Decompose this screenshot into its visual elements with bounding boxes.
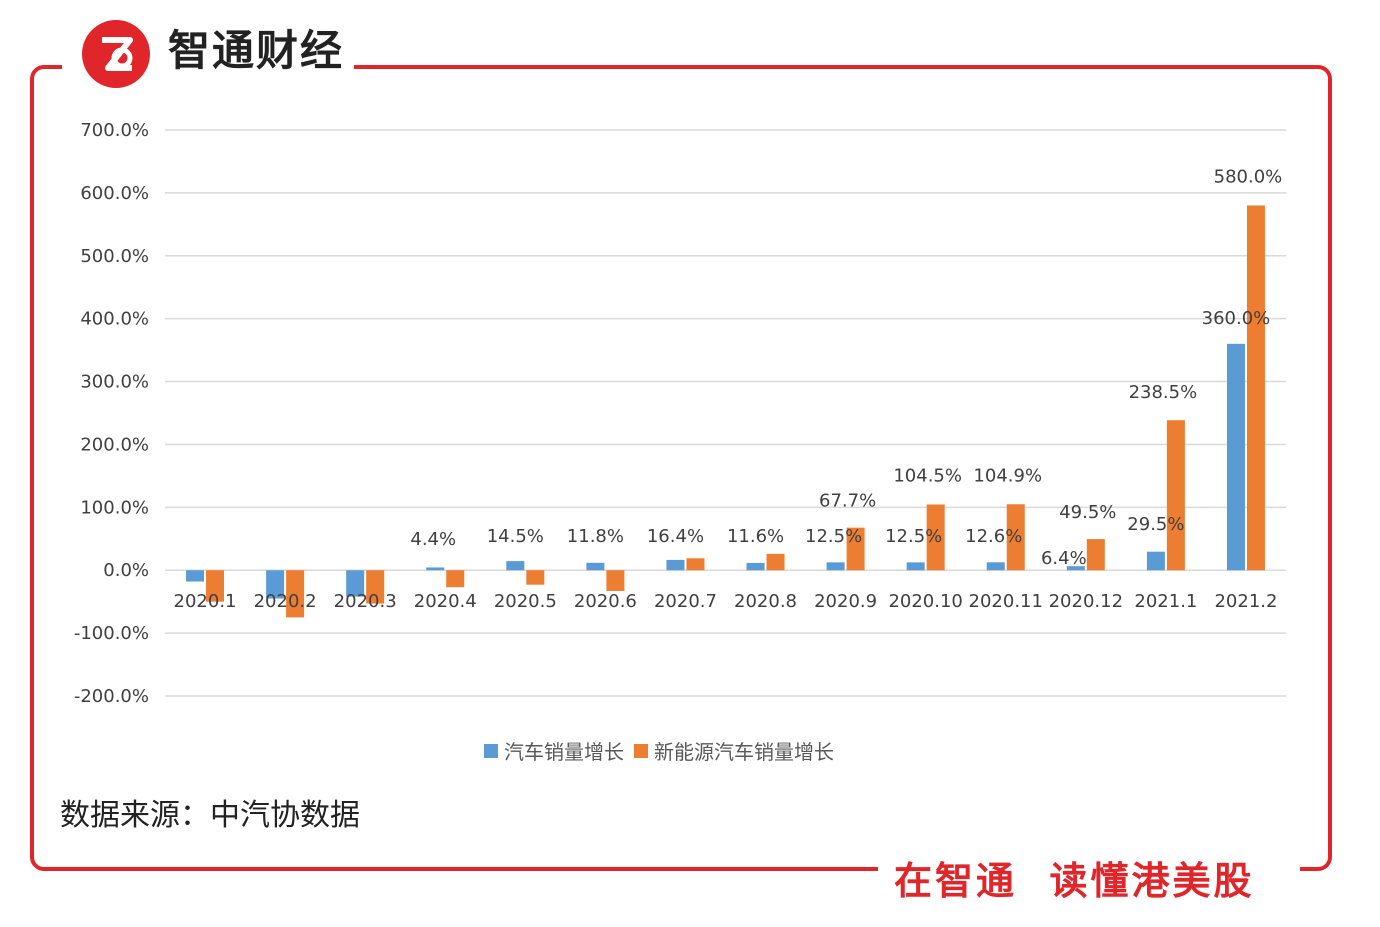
data-label-auto-sales: 14.5% [487, 526, 544, 547]
x-tick-label: 2020.7 [654, 591, 717, 612]
legend-swatch [484, 743, 498, 758]
chart-legend: 汽车销量增长 新能源汽车销量增长 [484, 736, 844, 765]
x-tick-label: 2020.4 [414, 591, 477, 612]
x-tick-label: 2021.2 [1214, 591, 1277, 612]
legend-item-auto-sales: 汽车销量增长 [484, 736, 624, 765]
data-label-nev-sales: 238.5% [1129, 382, 1198, 403]
bar-nev-sales [526, 570, 545, 585]
bar-nev-sales [766, 553, 785, 571]
data-label-auto-sales: 29.5% [1127, 514, 1184, 535]
data-label-nev-sales: 104.9% [973, 465, 1042, 486]
y-tick-label: 300.0% [80, 372, 149, 393]
bar-auto-sales [666, 559, 685, 571]
data-label-auto-sales: 11.8% [567, 526, 624, 547]
legend-swatch [634, 743, 648, 758]
bar-nev-sales [1166, 420, 1185, 571]
data-label-nev-sales: 580.0% [1214, 166, 1283, 187]
data-label-auto-sales: 12.5% [885, 526, 942, 547]
data-label-auto-sales: 4.4% [410, 529, 456, 550]
legend-label: 汽车销量增长 [504, 740, 624, 764]
bar-nev-sales [1006, 504, 1025, 571]
x-tick-label: 2020.6 [574, 591, 637, 612]
data-label-nev-sales: 67.7% [819, 491, 876, 512]
legend-item-nev-sales: 新能源汽车销量增长 [634, 736, 834, 765]
x-tick-label: 2020.5 [494, 591, 557, 612]
bar-nev-sales [1086, 539, 1105, 571]
frame-gap [878, 858, 1300, 884]
brand-slogan: 在智通 读懂港美股 [894, 859, 1255, 903]
x-tick-label: 2020.2 [254, 591, 317, 612]
brand-logo-icon [82, 20, 150, 88]
bar-auto-sales [826, 562, 845, 571]
y-tick-label: 600.0% [80, 183, 149, 204]
bar-auto-sales [1146, 551, 1165, 571]
y-tick-label: 100.0% [80, 497, 149, 518]
bar-auto-sales [746, 562, 765, 571]
data-label-auto-sales: 16.4% [647, 526, 704, 547]
x-tick-label: 2020.8 [734, 591, 797, 612]
y-tick-label: 500.0% [80, 246, 149, 267]
y-tick-label: 700.0% [80, 120, 149, 141]
y-tick-label: 400.0% [80, 309, 149, 330]
data-label-nev-sales: 104.5% [893, 466, 962, 487]
data-label-auto-sales: 360.0% [1202, 308, 1271, 329]
source-note: 数据来源：中汽协数据 [60, 798, 360, 833]
bar-auto-sales [266, 570, 285, 599]
x-tick-label: 2020.12 [1049, 591, 1123, 612]
bar-nev-sales [846, 527, 865, 571]
bar-auto-sales [586, 562, 605, 571]
y-tick-label: 200.0% [80, 434, 149, 455]
legend-label: 新能源汽车销量增长 [654, 740, 834, 764]
bar-nev-sales [366, 570, 385, 604]
bar-auto-sales [426, 567, 445, 571]
bar-nev-sales [206, 570, 225, 602]
bar-auto-sales [1066, 566, 1085, 571]
bar-nev-sales [1246, 205, 1265, 571]
bar-auto-sales [986, 562, 1005, 571]
x-tick-label: 2020.1 [174, 591, 237, 612]
bar-auto-sales [506, 561, 525, 571]
data-label-nev-sales: 49.5% [1059, 502, 1116, 523]
x-tick-label: 2020.3 [334, 591, 397, 612]
x-tick-label: 2021.1 [1134, 591, 1197, 612]
data-label-auto-sales: 12.5% [805, 526, 862, 547]
bar-auto-sales [1226, 343, 1245, 571]
bar-nev-sales [606, 570, 625, 591]
bar-nev-sales [926, 504, 945, 571]
bar-auto-sales [186, 570, 205, 582]
chart-frame [30, 65, 1332, 871]
x-tick-label: 2020.10 [888, 591, 962, 612]
bar-auto-sales [346, 570, 365, 597]
bar-nev-sales [446, 570, 465, 588]
bar-auto-sales [906, 562, 925, 571]
x-tick-label: 2020.11 [969, 591, 1043, 612]
y-tick-label: 0.0% [103, 560, 149, 581]
data-label-auto-sales: 11.6% [727, 526, 784, 547]
bar-nev-sales [286, 570, 305, 618]
brand-name: 智通财经 [168, 26, 345, 75]
x-tick-label: 2020.9 [814, 591, 877, 612]
y-tick-label: -200.0% [74, 686, 149, 707]
data-label-auto-sales: 6.4% [1041, 548, 1087, 569]
y-tick-label: -100.0% [74, 623, 149, 644]
data-label-auto-sales: 12.6% [965, 526, 1022, 547]
bar-nev-sales [686, 558, 705, 571]
